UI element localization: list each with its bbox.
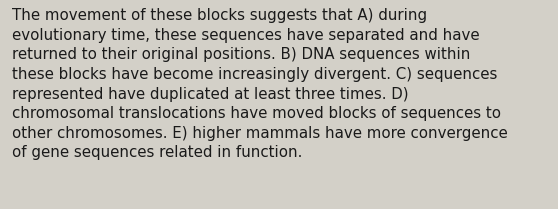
Text: The movement of these blocks suggests that A) during
evolutionary time, these se: The movement of these blocks suggests th… [12,8,508,160]
